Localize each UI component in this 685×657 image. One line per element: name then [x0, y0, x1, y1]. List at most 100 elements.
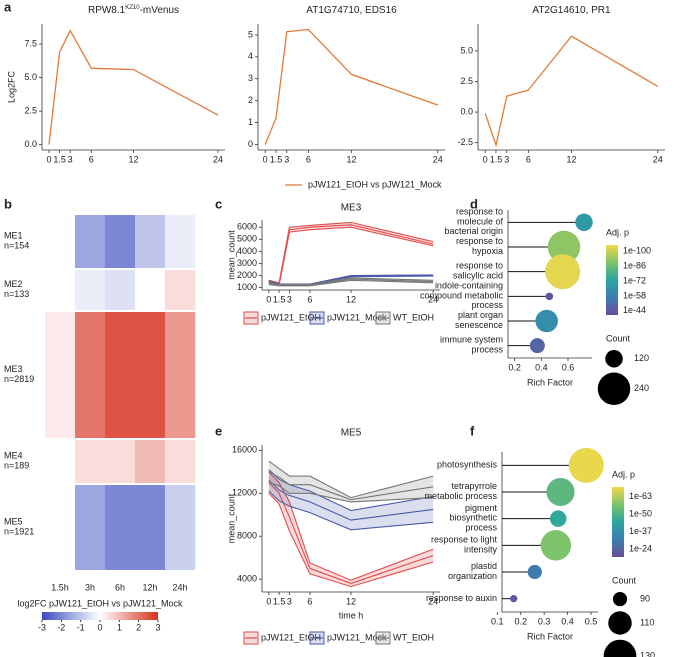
x-tick-label: 6 [526, 154, 531, 164]
x-tick-label: 1.5 [490, 154, 503, 164]
x-tick-label: 0 [483, 154, 488, 164]
x-axis-label: Rich Factor [527, 631, 573, 641]
x-tick-label: 12 [128, 154, 138, 164]
column-label: 6h [115, 582, 125, 592]
y-tick-label: 8000 [237, 531, 257, 541]
panel-label: e [215, 423, 222, 438]
dot [540, 530, 572, 561]
x-tick-label: 0.3 [538, 616, 551, 626]
y-tick-label: 0.0 [24, 139, 37, 149]
x-tick-label: 0.6 [562, 362, 575, 372]
category-label: pigment biosynthetic process [449, 503, 497, 533]
bound-line [268, 274, 434, 285]
dot [549, 510, 567, 527]
colorbar-tick-label: 1e-100 [623, 246, 651, 256]
y-tick-label: 2.5 [24, 106, 37, 116]
y-tick-label: 0.0 [460, 106, 473, 116]
y-tick-label: 4000 [237, 246, 257, 256]
heat-cell [75, 215, 106, 268]
mean-line [268, 278, 434, 286]
heat-cell [75, 270, 106, 310]
y-tick-label: 5 [248, 29, 253, 39]
chart-title: AT2G14610, PR1 [532, 5, 611, 16]
colorbar-title: Adj. p [606, 227, 629, 237]
bound-line [268, 471, 434, 581]
colorbar [612, 487, 624, 557]
colorbar-tick-label: 2 [136, 622, 141, 632]
chart-title: AT1G74710, EDS16 [306, 5, 397, 16]
dot [535, 309, 558, 333]
x-tick-label: 12 [566, 154, 576, 164]
category-label: response to hypoxia [456, 236, 503, 256]
mean-line [268, 471, 434, 501]
title-part: AT2G14610, PR1 [532, 5, 611, 16]
size-legend-dot [597, 372, 631, 405]
heat-cell [165, 440, 196, 483]
heat-cell [45, 215, 76, 268]
heat-cell [45, 312, 76, 438]
module-label: ME4 n=189 [4, 451, 29, 471]
y-tick-label: 1000 [237, 282, 257, 292]
colorbar-title: Adj. p [612, 469, 635, 479]
heat-cell [165, 485, 196, 570]
x-tick-label: 0.2 [508, 362, 521, 372]
dot [568, 447, 604, 483]
column-label: 1.5h [51, 582, 69, 592]
title-part: RPW8.1 [88, 5, 126, 16]
x-tick-label: 24 [433, 154, 443, 164]
legend-label: pJW121_EtOH [261, 312, 321, 322]
panel-label: a [4, 0, 12, 14]
colorbar-tick-label: 1e-44 [623, 305, 646, 315]
x-tick-label: 12 [346, 294, 356, 304]
column-label: 12h [142, 582, 157, 592]
colorbar-tick-label: 1e-24 [629, 543, 652, 553]
column-label: 24h [172, 582, 187, 592]
y-tick-label: 4000 [237, 573, 257, 583]
category-label: plastid organization [448, 561, 497, 581]
size-legend-label: 130 [640, 650, 655, 657]
dot [545, 292, 554, 301]
y-tick-label: 0 [248, 139, 253, 149]
heat-cell [105, 485, 136, 570]
heat-cell [75, 440, 106, 483]
y-tick-label: 2.5 [460, 76, 473, 86]
x-tick-label: 1.5 [270, 154, 283, 164]
heat-cell [165, 270, 196, 310]
module-label: ME3 n=2819 [4, 364, 34, 384]
y-tick-label: 16000 [232, 445, 257, 455]
category-label: indole-containing compound metabolic proce… [420, 281, 504, 311]
heat-cell [105, 440, 136, 483]
heat-cell [105, 312, 136, 438]
colorbar-tick-label: 1e-58 [623, 290, 646, 300]
x-tick-label: 1.5 [273, 294, 286, 304]
category-label: response to light intensity [431, 535, 498, 555]
x-tick-label: 24 [428, 294, 438, 304]
x-tick-label: 12 [346, 154, 356, 164]
dot [546, 477, 575, 507]
colorbar-tick-label: 0 [97, 622, 102, 632]
y-tick-label: 5.0 [24, 72, 37, 82]
mean-line [268, 479, 434, 521]
x-tick-label: 0 [266, 596, 271, 606]
colorbar-tick-label: 1e-72 [623, 275, 646, 285]
y-tick-label: 3000 [237, 258, 257, 268]
dot [529, 338, 545, 354]
category-label: immune system process [440, 335, 504, 355]
x-tick-label: 0 [266, 294, 271, 304]
heat-cell [105, 215, 136, 268]
x-tick-label: 3 [504, 154, 509, 164]
legend-label: pJW121_Mock [327, 632, 387, 642]
x-tick-label: 24 [213, 154, 223, 164]
x-axis-label: Rich Factor [527, 377, 573, 387]
heat-cell [165, 312, 196, 438]
panel-label: f [470, 423, 475, 438]
x-axis-label: time h [339, 610, 364, 620]
heat-cell [45, 270, 76, 310]
bound-line [268, 221, 434, 284]
module-label: ME5 n=1921 [4, 517, 34, 537]
bound-line [268, 469, 434, 512]
x-tick-label: 24 [428, 596, 438, 606]
colorbar-tick-label: 1e-37 [629, 526, 652, 536]
legend-label: pJW121_EtOH vs pJW121_Mock [308, 179, 442, 189]
